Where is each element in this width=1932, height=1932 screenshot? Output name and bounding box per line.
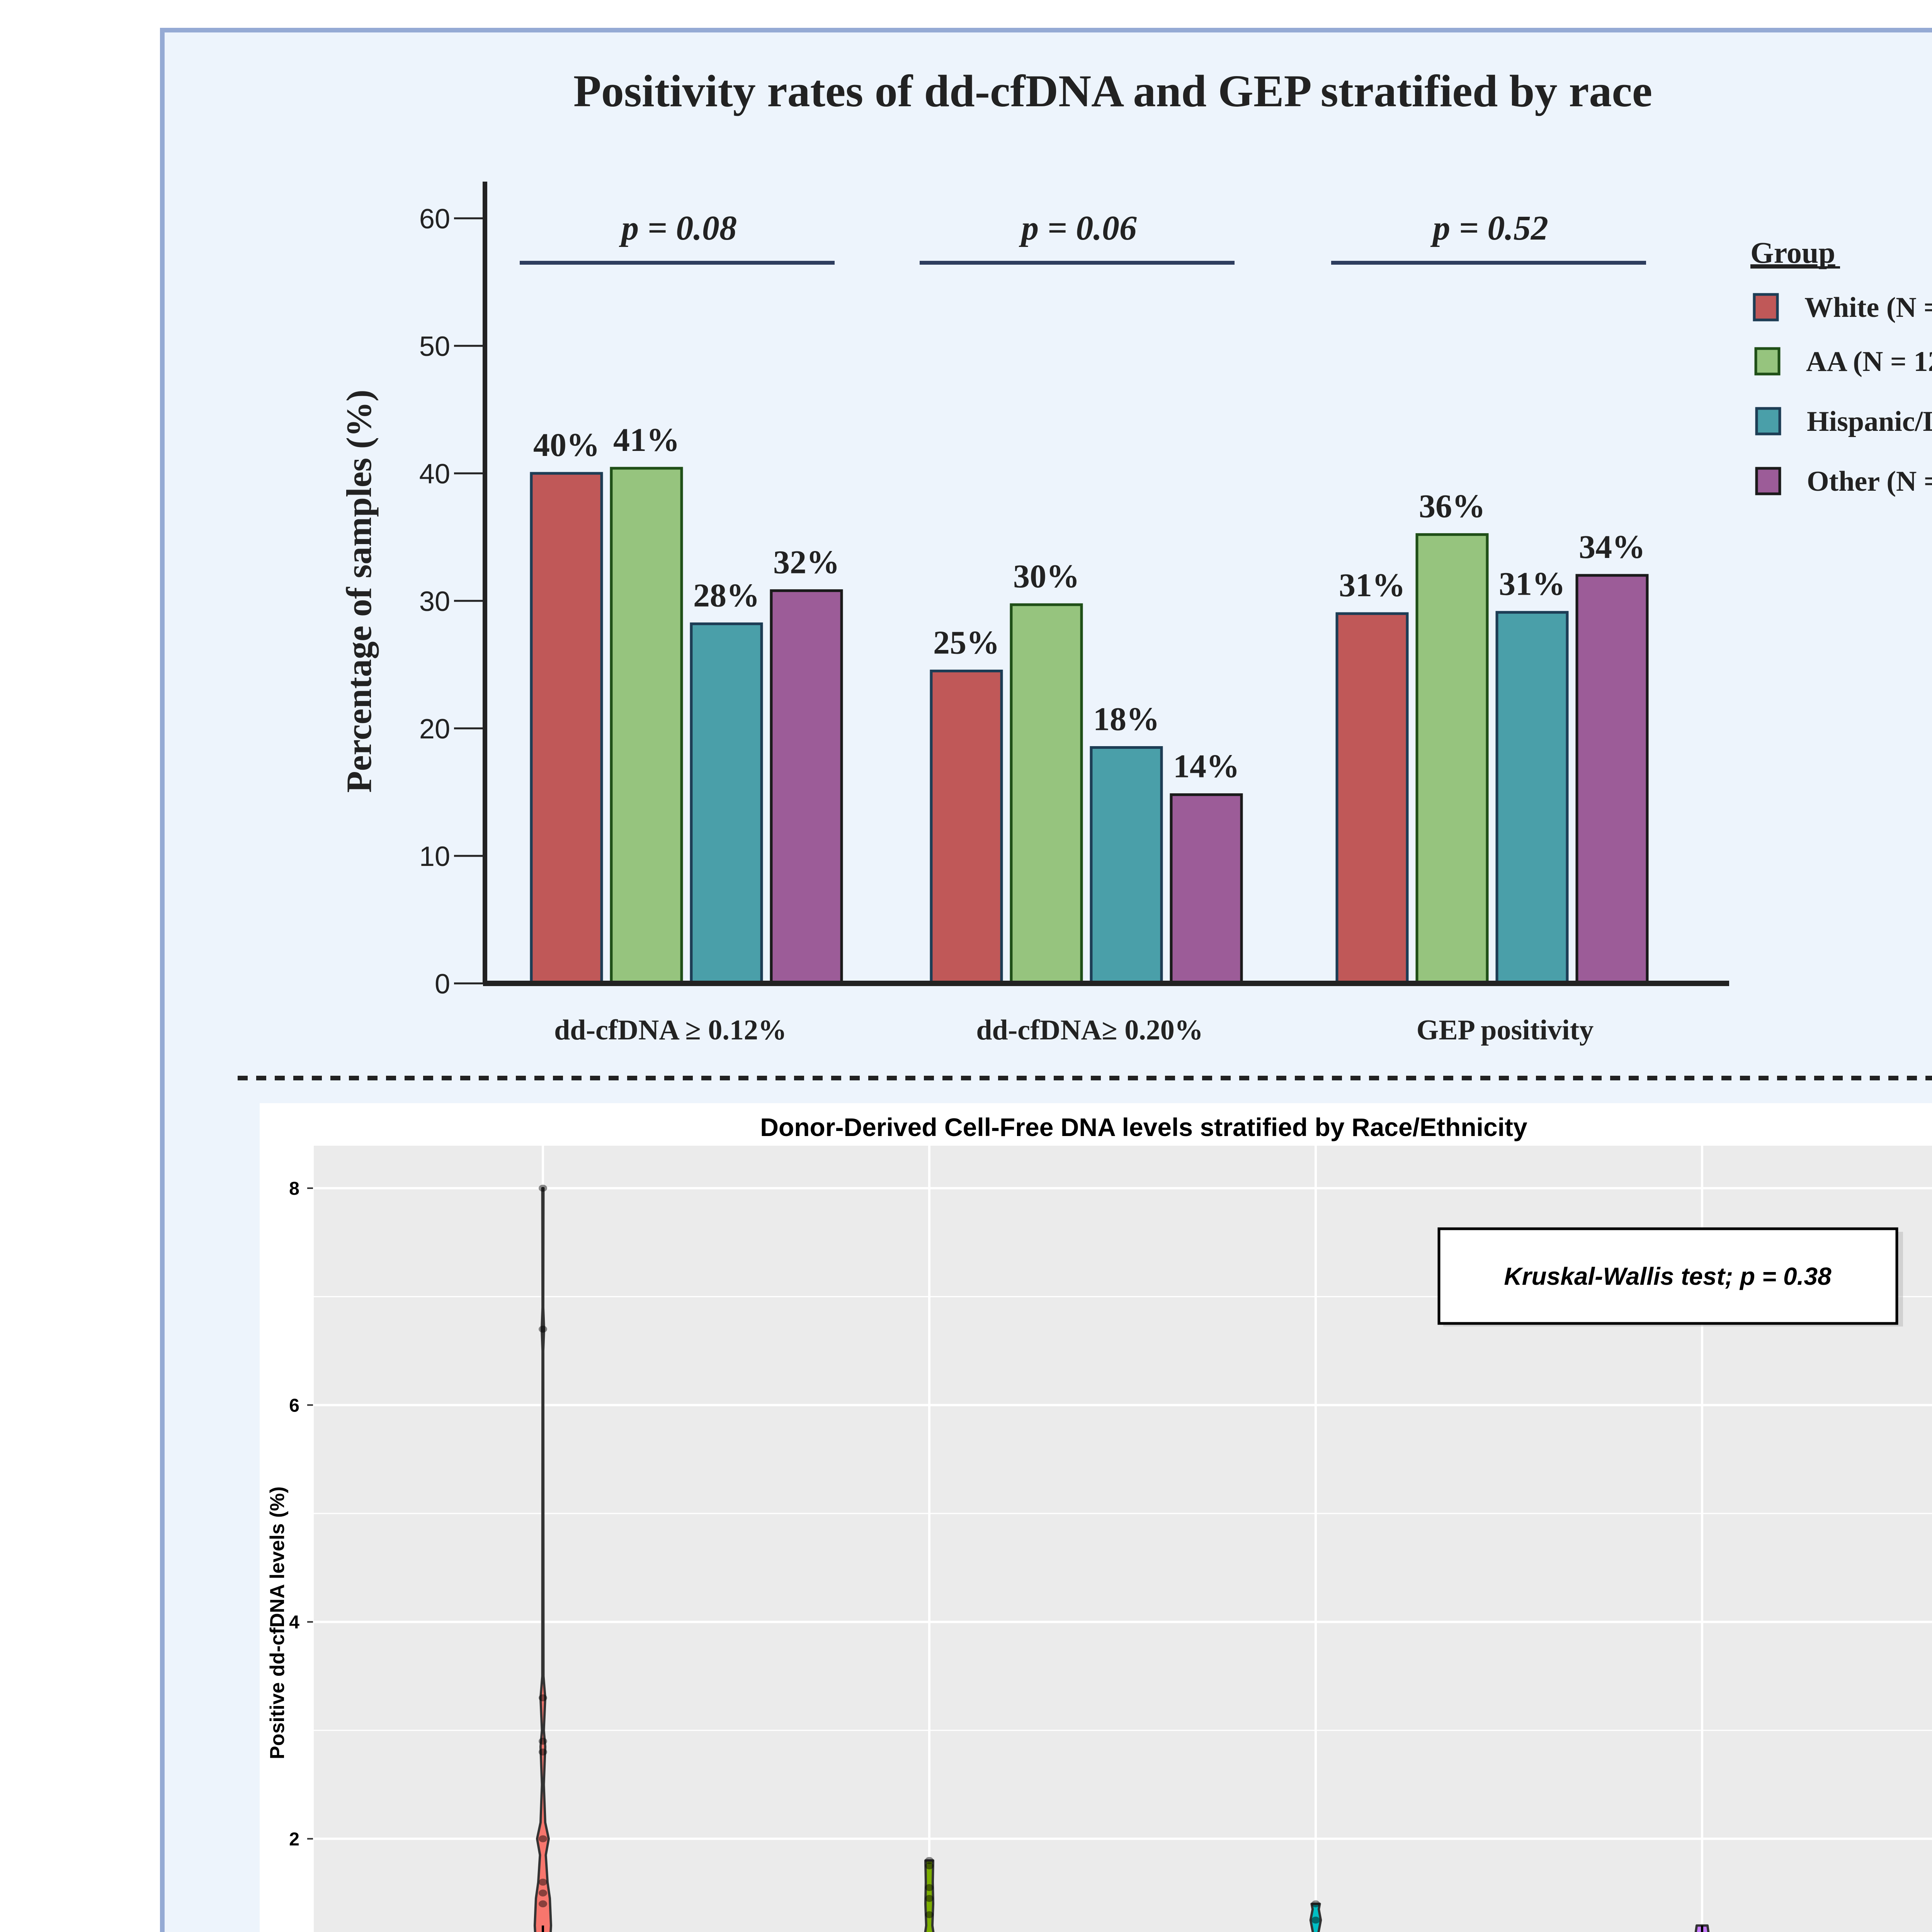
bar-value-label: 36%	[1419, 487, 1485, 524]
bar-data-labels: 40% 41% 28% 32% 25% 30% 18% 14% 31% 36% 31% 34%	[533, 421, 1645, 785]
outlier-point	[925, 1862, 934, 1869]
violin-white	[534, 1185, 552, 1932]
bar-chart-title: Positivity rates of dd-cfDNA and GEP str…	[573, 66, 1652, 116]
bar-value-label: 18%	[1093, 701, 1160, 738]
bar-legend-label: Other (N = 121)	[1807, 466, 1932, 497]
p-value-label: p = 0.52	[1430, 209, 1548, 247]
violin-y-tick-label: 2	[289, 1829, 299, 1850]
bar-legend-swatch	[1754, 347, 1781, 376]
outlier-point	[925, 1895, 934, 1902]
bar-y-tick-label: 30	[419, 586, 450, 617]
bar-value-label: 32%	[773, 544, 840, 581]
bar-legend-swatch	[1755, 407, 1781, 435]
bar-x-tick-label: dd-cfDNA ≥ 0.12%	[554, 1014, 787, 1046]
bar-x-tick-label: dd-cfDNA≥ 0.20%	[976, 1014, 1203, 1046]
outlier-point	[925, 1857, 934, 1864]
bar-value-label: 30%	[1013, 558, 1080, 595]
violin-hispanic-latino	[1309, 1900, 1322, 1932]
bar-value-label: 25%	[933, 624, 1000, 661]
bar-legend-items: White (N = 341) AA (N = 121) Hispanic/Lati…	[1753, 292, 1932, 497]
bar-chart: Positivity rates of dd-cfDNA and GEP str…	[339, 66, 1932, 1046]
violin-other	[1694, 1924, 1710, 1932]
bar-legend-label: Hispanic/Latino (N = 131)	[1807, 406, 1932, 437]
outlier-point	[539, 1835, 547, 1842]
bar-value-label: 31%	[1339, 566, 1405, 604]
violin-y-axis-label: Positive dd-cfDNA levels (%)	[266, 1486, 289, 1759]
outlier-point	[539, 1889, 547, 1897]
bar-aa-1	[1010, 603, 1083, 985]
kruskal-wallis-annotation: Kruskal-Wallis test; p = 0.38	[1437, 1227, 1903, 1327]
annotation-box	[1437, 1227, 1898, 1325]
violin-aa	[924, 1857, 935, 1932]
bar-value-label: 41%	[613, 421, 680, 458]
outlier-point	[539, 1694, 547, 1701]
outlier-point	[539, 1325, 547, 1333]
bar-legend-label: AA (N = 121)	[1806, 346, 1932, 378]
bar-white-0	[530, 472, 603, 985]
bar-y-tick-label: 20	[419, 714, 450, 745]
bar-y-ticks: 0 10 20 30 40 50 60	[419, 204, 483, 1000]
bar-y-tick-label: 60	[419, 204, 450, 235]
bar-hispanic-latino-0	[690, 622, 763, 985]
p-value-label: p = 0.08	[619, 209, 737, 247]
bar-other-2	[1575, 574, 1649, 985]
outlier-point	[539, 1879, 547, 1886]
violin-y-ticks: 02468	[289, 1179, 313, 1850]
outlier-point	[539, 1185, 547, 1192]
violins	[534, 1185, 1710, 1932]
annotation-text: Kruskal-Wallis test; p = 0.38	[1504, 1262, 1832, 1290]
violin-y-tick-label: 4	[289, 1612, 299, 1633]
bar-other-0	[770, 589, 843, 985]
bar-y-axis-label: Percentage of samples (%)	[339, 389, 379, 793]
bar-aa-2	[1415, 533, 1489, 985]
bar-value-label: 34%	[1579, 528, 1645, 565]
bar-y-tick-label: 0	[435, 969, 450, 1000]
bar-hispanic-latino-2	[1495, 611, 1569, 985]
p-value-label: p = 0.06	[1019, 209, 1137, 247]
bar-white-2	[1335, 612, 1409, 985]
violin-chart-title: Donor-Derived Cell-Free DNA levels strat…	[760, 1113, 1527, 1141]
violin-chart: Donor-Derived Cell-Free DNA levels strat…	[260, 1103, 1932, 1932]
bar-x-tick-label: GEP positivity	[1417, 1014, 1594, 1046]
outlier-point	[539, 1738, 547, 1745]
violin-shape	[1309, 1903, 1322, 1932]
bar-legend-label: White (N = 341)	[1804, 292, 1932, 323]
outlier-point	[539, 1900, 547, 1908]
outlier-point	[925, 1911, 934, 1918]
bar-hispanic-latino-1	[1090, 746, 1163, 985]
bar-y-tick-label: 10	[419, 841, 450, 872]
outlier-point	[1311, 1917, 1320, 1924]
bar-y-tick-label: 50	[419, 331, 450, 362]
bar-legend-swatch	[1755, 467, 1781, 495]
violin-shape	[534, 1187, 552, 1932]
bar-other-1	[1170, 793, 1243, 985]
bar-legend: Group White (N = 341) AA (N = 121) Hispani…	[1750, 236, 1932, 497]
outlier-point	[539, 1748, 547, 1756]
bar-value-label: 31%	[1499, 565, 1565, 602]
violin-y-tick-label: 8	[289, 1179, 299, 1199]
bar-y-tick-label: 40	[419, 459, 450, 490]
bar-x-tick-labels: dd-cfDNA ≥ 0.12% dd-cfDNA≥ 0.20% GEP posit…	[554, 1014, 1594, 1046]
bar-legend-swatch	[1753, 293, 1779, 321]
bar-white-1	[930, 670, 1003, 985]
bar-value-label: 28%	[693, 577, 760, 614]
bar-legend-title: Group	[1750, 236, 1835, 269]
violin-shape	[924, 1859, 935, 1932]
bar-value-label: 14%	[1173, 748, 1240, 785]
bar-value-label: 40%	[533, 426, 600, 463]
outlier-point	[1311, 1900, 1320, 1908]
outlier-point	[925, 1884, 934, 1891]
bar-bars	[530, 467, 1649, 985]
bar-aa-0	[610, 467, 683, 985]
violin-y-tick-label: 6	[289, 1395, 299, 1416]
bar-p-value-annotations: p = 0.08 p = 0.06 p = 0.52	[520, 209, 1646, 265]
